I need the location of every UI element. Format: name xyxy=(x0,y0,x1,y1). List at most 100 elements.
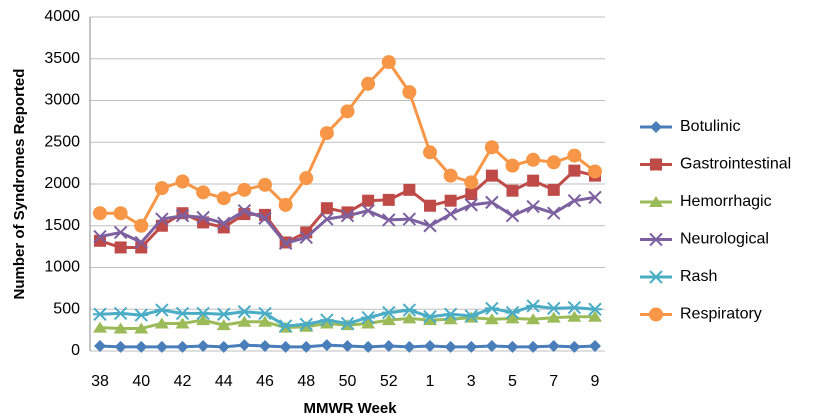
marker xyxy=(217,216,231,230)
marker xyxy=(464,198,478,212)
x-axis-title: MMWR Week xyxy=(303,400,397,417)
marker xyxy=(299,171,314,186)
marker xyxy=(465,188,478,201)
marker xyxy=(568,164,581,177)
marker xyxy=(237,305,252,319)
marker xyxy=(362,194,375,207)
marker xyxy=(217,340,230,353)
marker xyxy=(649,196,663,207)
marker xyxy=(340,104,355,119)
marker xyxy=(506,340,519,353)
marker xyxy=(216,307,231,321)
marker xyxy=(567,300,582,315)
marker xyxy=(526,299,541,313)
marker xyxy=(258,306,272,321)
marker xyxy=(216,319,231,331)
marker xyxy=(485,339,498,352)
x-tick-label: 42 xyxy=(174,373,192,390)
marker xyxy=(484,140,499,155)
marker xyxy=(196,314,211,326)
marker xyxy=(547,206,561,220)
marker xyxy=(505,209,520,223)
x-tick-label: 52 xyxy=(380,373,398,390)
marker xyxy=(546,155,561,170)
marker xyxy=(361,204,375,218)
marker xyxy=(403,183,416,196)
marker xyxy=(93,307,107,321)
marker xyxy=(113,225,128,240)
marker xyxy=(650,158,662,171)
marker xyxy=(300,340,313,353)
marker xyxy=(278,319,293,333)
x-tick-label: 1 xyxy=(426,373,435,390)
marker xyxy=(423,310,437,324)
marker xyxy=(196,185,211,200)
marker xyxy=(113,206,128,221)
marker xyxy=(381,55,396,70)
marker xyxy=(443,307,458,321)
x-tick-label: 40 xyxy=(132,373,150,390)
marker xyxy=(196,306,211,321)
marker xyxy=(403,340,416,353)
marker xyxy=(484,313,499,325)
y-tick-label: 1500 xyxy=(44,217,80,234)
marker xyxy=(176,340,189,353)
marker xyxy=(299,230,313,245)
marker xyxy=(361,76,376,91)
marker xyxy=(382,213,396,227)
series-line xyxy=(100,60,596,228)
marker xyxy=(381,314,396,326)
x-tick-label: 50 xyxy=(339,373,357,390)
marker xyxy=(526,152,541,167)
series-line xyxy=(99,195,596,245)
marker xyxy=(175,174,190,189)
legend-label: Rash xyxy=(680,268,717,285)
marker xyxy=(485,169,498,182)
marker xyxy=(567,148,582,163)
marker xyxy=(175,209,190,223)
marker xyxy=(382,339,395,352)
marker xyxy=(505,158,520,173)
marker xyxy=(650,121,662,133)
marker xyxy=(154,303,169,317)
marker xyxy=(237,204,252,218)
marker xyxy=(505,312,520,324)
marker xyxy=(402,212,417,226)
marker xyxy=(362,340,375,353)
legend-label: Neurological xyxy=(680,231,769,248)
marker xyxy=(340,209,355,223)
marker xyxy=(382,193,395,206)
y-tick-label: 3000 xyxy=(44,92,80,109)
x-tick-label: 44 xyxy=(215,373,233,390)
marker xyxy=(568,340,581,353)
x-tick-label: 46 xyxy=(256,373,274,390)
marker xyxy=(154,181,169,196)
marker xyxy=(93,229,107,244)
marker xyxy=(361,317,376,329)
marker xyxy=(484,301,499,316)
y-tick-label: 1000 xyxy=(44,259,80,276)
marker xyxy=(197,339,210,352)
marker xyxy=(134,308,149,322)
marker xyxy=(320,202,333,215)
marker xyxy=(154,317,169,329)
marker xyxy=(443,313,458,325)
marker xyxy=(319,317,334,329)
marker xyxy=(444,340,457,353)
marker xyxy=(196,210,210,225)
marker xyxy=(93,206,107,221)
marker xyxy=(424,199,436,212)
marker xyxy=(423,219,437,233)
marker xyxy=(547,339,560,352)
marker xyxy=(649,232,663,247)
marker xyxy=(506,184,519,197)
marker xyxy=(588,310,602,322)
marker xyxy=(216,191,231,206)
marker xyxy=(93,321,107,333)
marker xyxy=(114,340,127,353)
marker xyxy=(424,339,436,352)
marker xyxy=(320,212,334,226)
marker xyxy=(526,313,541,325)
marker xyxy=(135,340,148,353)
